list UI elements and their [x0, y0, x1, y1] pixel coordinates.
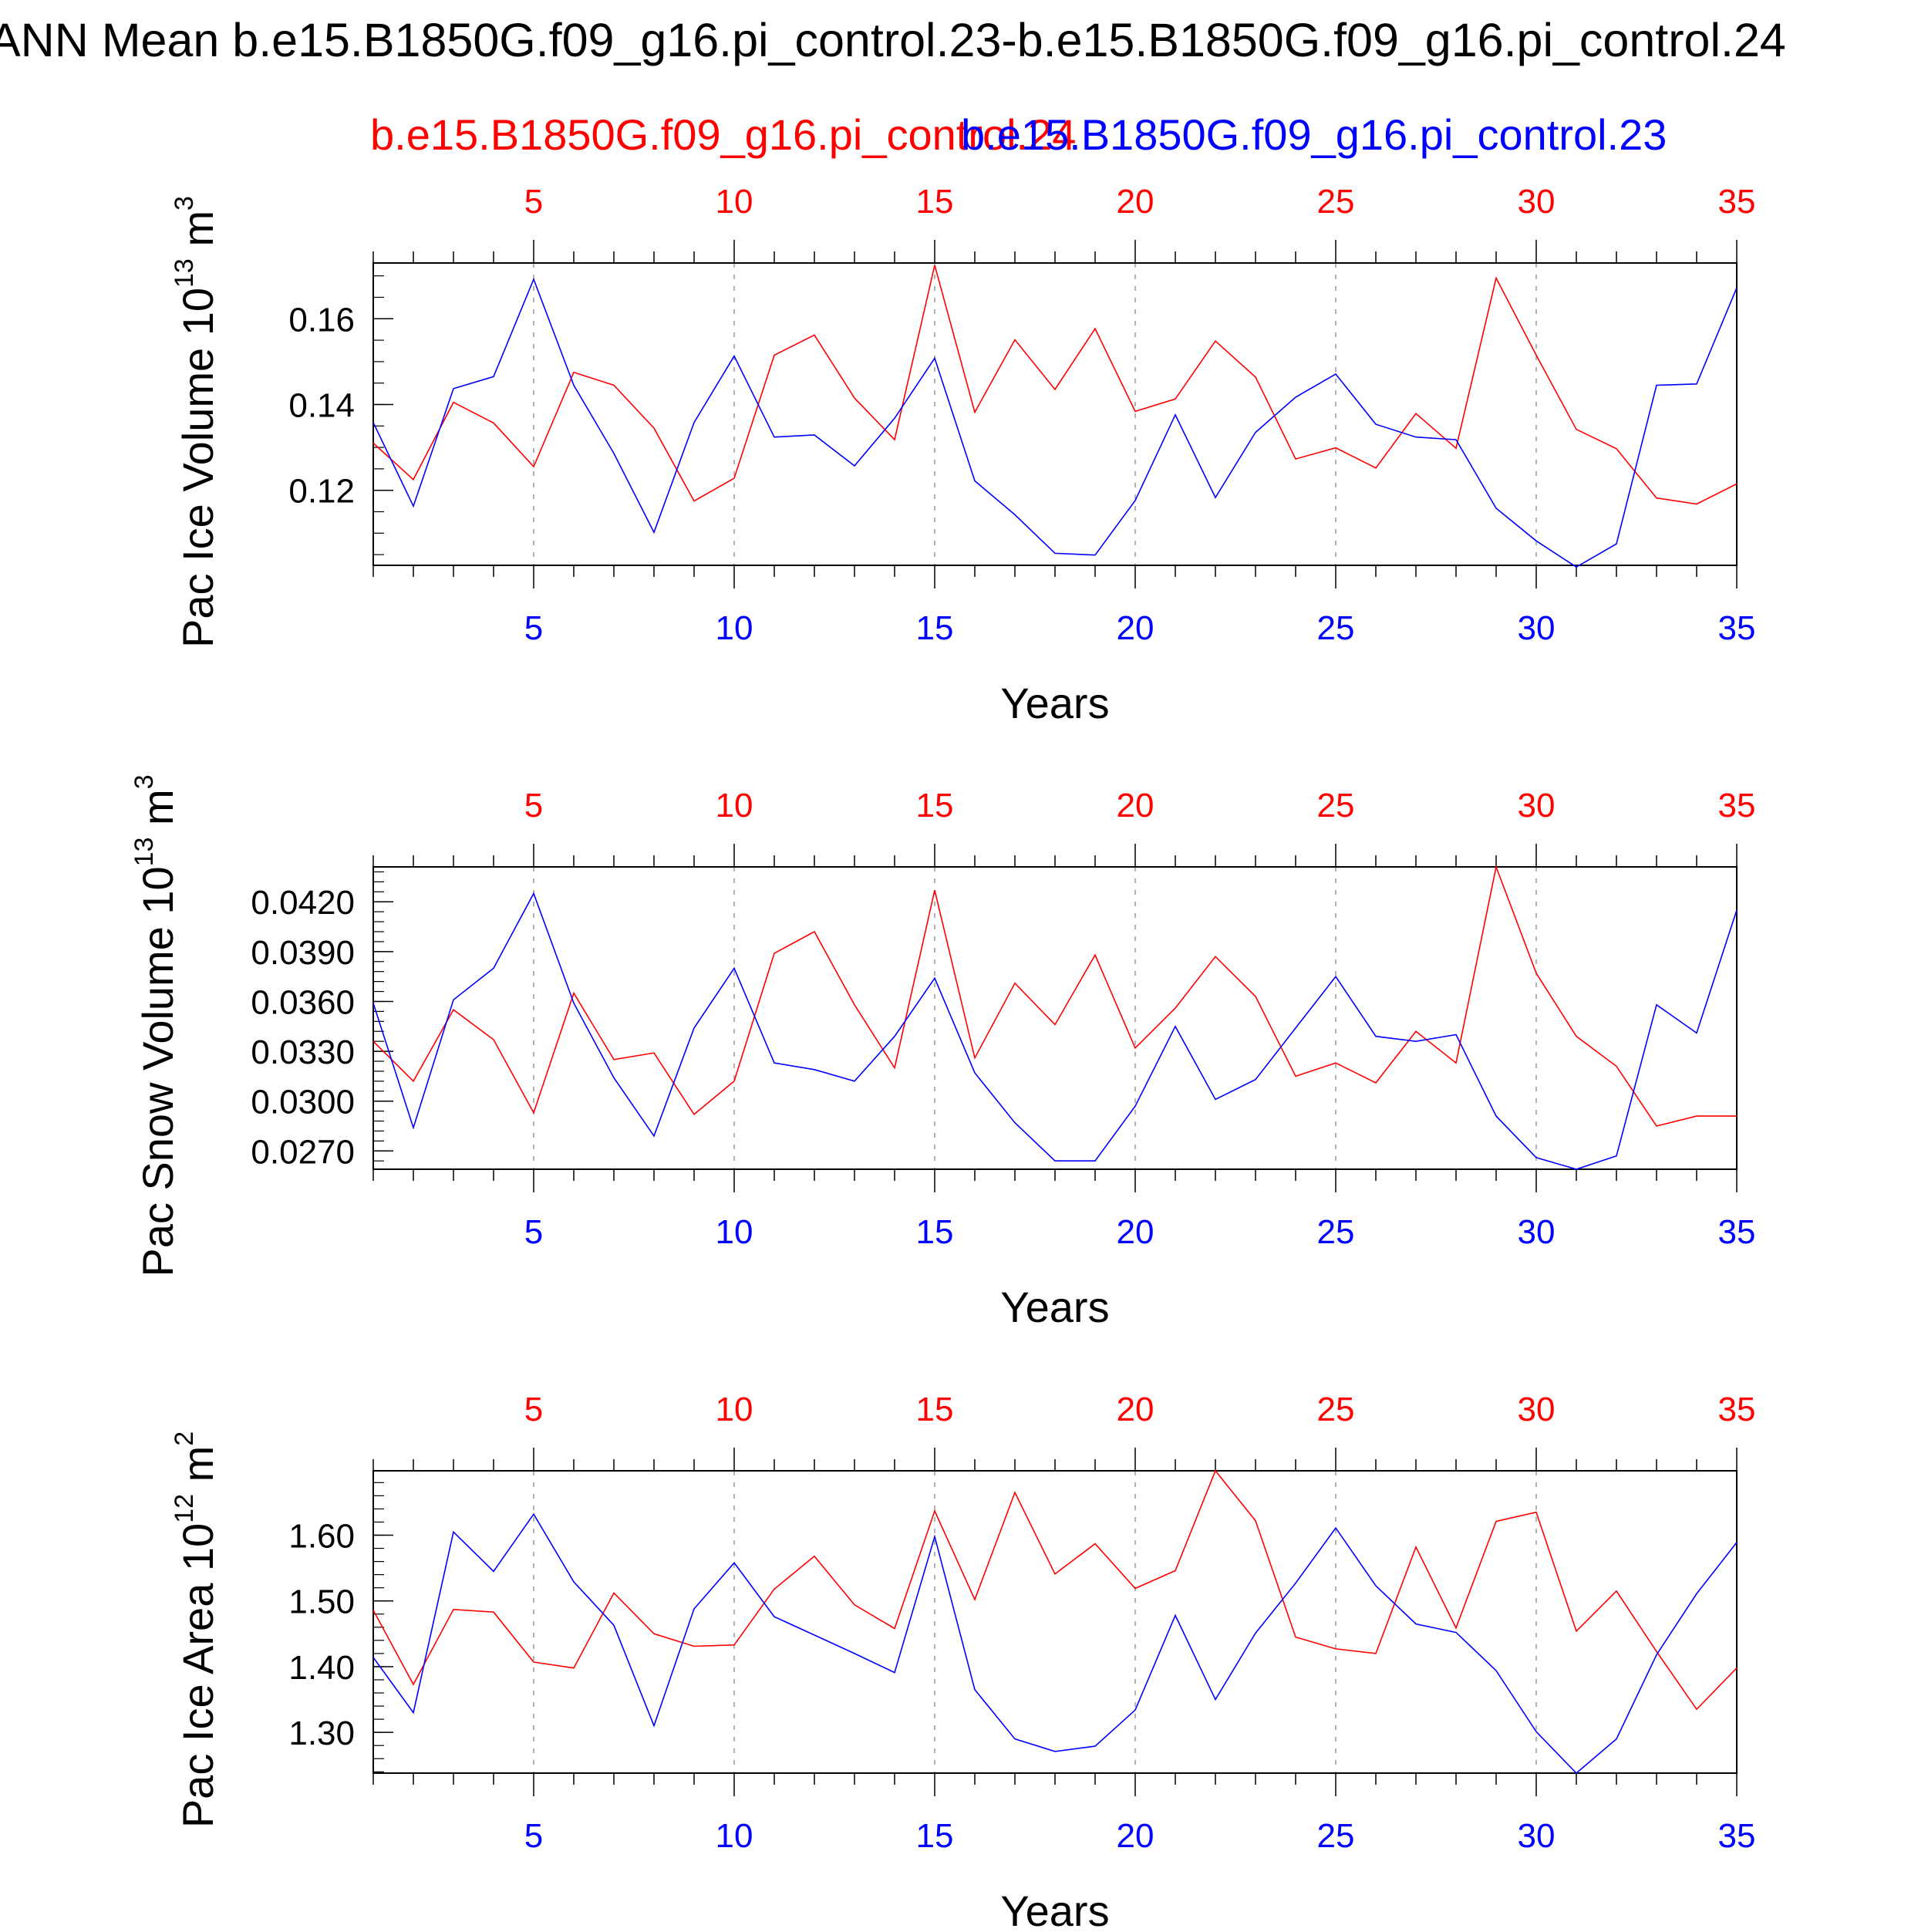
x-tick-label-top: 15: [916, 787, 954, 824]
x-tick-label-bottom: 35: [1718, 609, 1756, 647]
x-tick-label-top: 10: [716, 787, 753, 824]
series-line-red: [372, 265, 1738, 505]
x-tick-label-top: 10: [716, 1391, 753, 1428]
y-axis-label: Pac Ice Area 1012 m2: [170, 1431, 222, 1828]
x-tick-label-bottom: 15: [916, 609, 954, 647]
y-tick-label: 1.50: [288, 1583, 355, 1621]
y-tick-label: 0.16: [288, 301, 355, 339]
x-tick-label-bottom: 25: [1317, 1213, 1355, 1251]
x-tick-label-bottom: 15: [916, 1817, 954, 1855]
series-line-blue: [372, 277, 1738, 568]
x-tick-label-bottom: 5: [524, 1213, 543, 1251]
x-tick-label-top: 30: [1518, 1391, 1556, 1428]
x-tick-label-bottom: 20: [1117, 609, 1154, 647]
y-tick-label: 0.12: [288, 473, 355, 511]
x-tick-label-bottom: 25: [1317, 1817, 1355, 1855]
x-tick-label-top: 35: [1718, 787, 1756, 824]
y-tick-label: 0.0420: [251, 884, 355, 922]
y-axis-label: Pac Ice Volume 1013 m3: [170, 196, 222, 648]
x-tick-label-bottom: 30: [1518, 1213, 1556, 1251]
y-tick-label: 1.30: [288, 1715, 355, 1752]
x-tick-label-top: 20: [1117, 1391, 1154, 1428]
plot-frame: [372, 1470, 1738, 1774]
x-tick-label-top: 35: [1718, 183, 1756, 221]
x-tick-label-bottom: 5: [524, 609, 543, 647]
series-line-blue: [372, 1512, 1738, 1775]
y-tick-label: 0.0360: [251, 983, 355, 1021]
x-axis-label: Years: [1000, 679, 1109, 727]
x-tick-label-bottom: 10: [716, 1213, 753, 1251]
x-tick-label-top: 5: [524, 1391, 543, 1428]
x-tick-label-bottom: 35: [1718, 1213, 1756, 1251]
x-tick-label-top: 15: [916, 1391, 954, 1428]
x-axis-label: Years: [1000, 1283, 1109, 1331]
x-tick-label-top: 25: [1317, 1391, 1355, 1428]
x-tick-label-top: 25: [1317, 183, 1355, 221]
x-tick-label-bottom: 10: [716, 609, 753, 647]
plot-frame: [372, 866, 1738, 1170]
x-tick-label-top: 20: [1117, 183, 1154, 221]
series-line-red: [372, 865, 1737, 1127]
panel-1: 5 5 10 10 15 15 20 20 25 25 30 30 35 35 Years 0.12 0.14 0…: [170, 183, 1755, 727]
x-tick-label-bottom: 35: [1718, 1817, 1756, 1855]
x-tick-label-top: 5: [524, 787, 543, 824]
x-axis-label: Years: [1000, 1886, 1109, 1928]
y-tick-label: 1.40: [288, 1649, 355, 1687]
panel-3: 5 5 10 10 15 15 20 20 25 25 30 30 35 35 Years 1.30 1.40 1…: [170, 1391, 1756, 1932]
x-tick-label-top: 35: [1718, 1391, 1756, 1428]
y-tick-label: 0.0300: [251, 1084, 355, 1121]
y-tick-label: 0.0390: [251, 934, 355, 972]
x-tick-label-top: 25: [1317, 787, 1355, 824]
x-tick-label-bottom: 10: [716, 1817, 753, 1855]
x-tick-label-bottom: 20: [1117, 1213, 1154, 1251]
x-tick-label-bottom: 25: [1317, 609, 1355, 647]
x-tick-label-top: 20: [1117, 787, 1154, 824]
x-tick-label-bottom: 20: [1117, 1817, 1154, 1855]
chart-title: ANN Mean b.e15.B1850G.f09_g16.pi_control…: [0, 14, 1786, 66]
series-line-blue: [372, 892, 1738, 1170]
y-tick-label: 0.0270: [251, 1133, 355, 1171]
series-line-red: [372, 1469, 1738, 1711]
x-tick-label-bottom: 5: [524, 1817, 543, 1855]
subtitle-blue-case: b.e15.B1850G.f09_g16.pi_control.23: [961, 110, 1667, 159]
y-tick-label: 0.0330: [251, 1033, 355, 1071]
subtitle-red-case: b.e15.B1850G.f09_g16.pi_control.24: [370, 110, 1076, 159]
x-tick-label-bottom: 30: [1518, 1817, 1556, 1855]
x-tick-label-bottom: 15: [916, 1213, 954, 1251]
y-tick-label: 0.14: [288, 386, 355, 424]
x-tick-label-top: 30: [1518, 183, 1556, 221]
x-tick-label-bottom: 30: [1518, 609, 1556, 647]
x-tick-label-top: 30: [1518, 787, 1556, 824]
x-tick-label-top: 10: [716, 183, 753, 221]
plot-frame: [372, 262, 1738, 566]
x-tick-label-top: 15: [916, 183, 954, 221]
x-tick-label-top: 5: [524, 183, 543, 221]
panel-2: 5 5 10 10 15 15 20 20 25 25 30 30 35 35 Years 0.0270 0.0…: [130, 774, 1755, 1331]
y-tick-label: 1.60: [288, 1518, 355, 1556]
y-axis-label: Pac Snow Volume 1013 m3: [130, 774, 182, 1276]
